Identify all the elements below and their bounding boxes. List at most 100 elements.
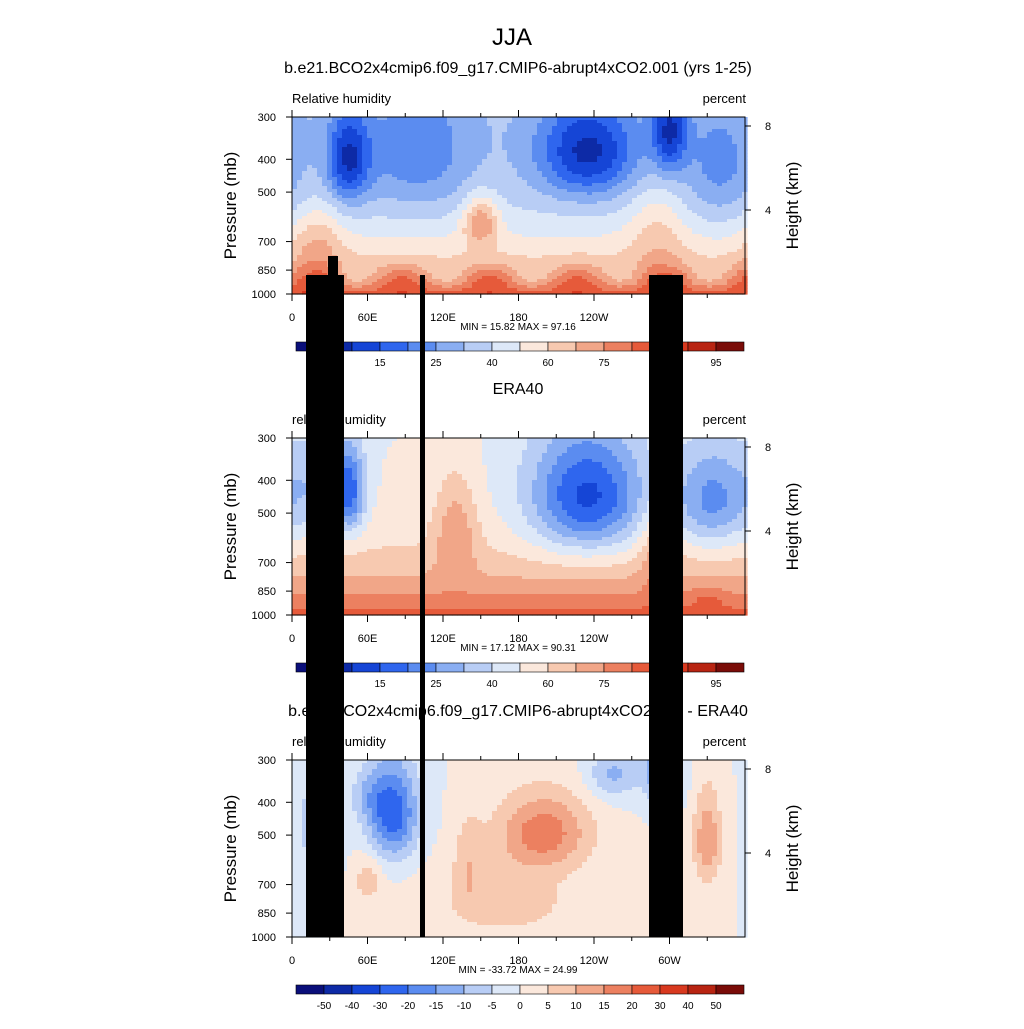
heatmap-cell [737,138,743,142]
heatmap-cell [327,249,333,253]
heatmap-cell [502,174,508,178]
heatmap-cell [522,120,528,124]
heatmap-cell [422,156,428,160]
heatmap-cell [297,222,303,226]
heatmap-cell [297,135,303,139]
heatmap-cell [657,177,663,181]
heatmap-cell [387,270,393,274]
heatmap-cell [607,162,613,166]
heatmap-cell [687,252,693,256]
heatmap-cell [512,180,518,184]
heatmap-cell [482,135,488,139]
heatmap-cell [632,234,638,238]
heatmap-cell [397,246,403,250]
heatmap-cell [582,141,588,145]
heatmap-cell [512,150,518,154]
heatmap-cell [727,150,733,154]
heatmap-cell [377,168,383,172]
heatmap-cell [572,123,578,127]
heatmap-cell [712,228,718,232]
heatmap-cell [412,216,418,220]
heatmap-cell [317,252,323,256]
heatmap-cell [702,201,708,205]
heatmap-cell [317,261,323,265]
heatmap-cell [667,222,673,226]
heatmap-cell [612,177,618,181]
heatmap-cell [432,267,438,271]
heatmap-cell [307,255,313,259]
heatmap-cell [612,201,618,205]
heatmap-cell [407,228,413,232]
heatmap-cell [397,183,403,187]
heatmap-cell [542,210,548,214]
heatmap-cell [697,153,703,157]
heatmap-cell [407,204,413,208]
heatmap-cell [517,198,523,202]
heatmap-cell [552,189,558,193]
heatmap-cell [672,252,678,256]
heatmap-cell [532,177,538,181]
heatmap-cell [617,162,623,166]
heatmap-cell [407,258,413,262]
heatmap-cell [512,258,518,262]
heatmap-cell [637,156,643,160]
heatmap-cell [392,147,398,151]
heatmap-cell [377,198,383,202]
heatmap-cell [342,198,348,202]
heatmap-cell [612,228,618,232]
heatmap-cell [372,159,378,163]
heatmap-cell [552,261,558,265]
heatmap-cell [347,126,353,130]
heatmap-cell [612,138,618,142]
heatmap-cell [512,189,518,193]
heatmap-cell [652,237,658,241]
heatmap-cell [622,234,628,238]
heatmap-cell [547,147,553,151]
heatmap-cell [497,159,503,163]
heatmap-cell [442,273,448,277]
heatmap-cell [512,267,518,271]
heatmap-cell [432,153,438,157]
heatmap-cell [332,120,338,124]
heatmap-cell [577,276,583,280]
heatmap-cell [407,165,413,169]
heatmap-cell [707,219,713,223]
heatmap-cell [432,126,438,130]
heatmap-cell [437,213,443,217]
heatmap-cell [657,129,663,133]
heatmap-cell [427,234,433,238]
heatmap-cell [672,171,678,175]
heatmap-cell [367,168,373,172]
heatmap-cell [672,231,678,235]
heatmap-cell [642,237,648,241]
heatmap-cell [497,171,503,175]
heatmap-cell [392,249,398,253]
heatmap-cell [712,276,718,280]
heatmap-cell [507,138,513,142]
heatmap-cell [372,165,378,169]
heatmap-cell [477,210,483,214]
heatmap-cell [547,117,553,121]
heatmap-cell [552,120,558,124]
heatmap-cell [387,276,393,280]
heatmap-cell [432,156,438,160]
heatmap-cell [412,168,418,172]
heatmap-cell [637,201,643,205]
heatmap-cell [707,132,713,136]
heatmap-cell [402,162,408,166]
heatmap-cell [692,165,698,169]
heatmap-cell [407,252,413,256]
heatmap-cell [297,231,303,235]
heatmap-cell [732,249,738,253]
heatmap-cell [632,186,638,190]
heatmap-cell [467,189,473,193]
heatmap-cell [492,204,498,208]
heatmap-cell [367,150,373,154]
heatmap-cell [367,204,373,208]
heatmap-cell [482,258,488,262]
heatmap-cell [497,183,503,187]
heatmap-cell [492,264,498,268]
heatmap-cell [547,120,553,124]
heatmap-cell [372,147,378,151]
heatmap-cell [452,180,458,184]
